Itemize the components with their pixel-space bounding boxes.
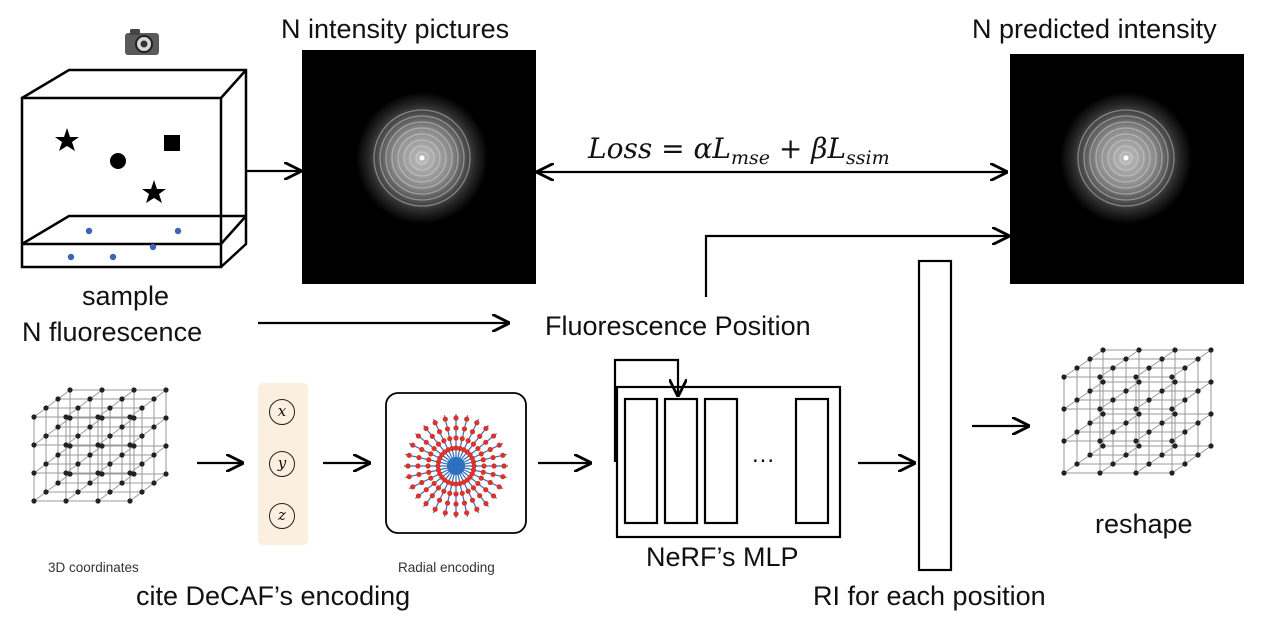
radial-encoding-label: Radial encoding xyxy=(398,560,495,575)
x-variable: x xyxy=(269,399,295,425)
mlp-layer xyxy=(663,397,699,525)
z-variable: z xyxy=(269,503,295,529)
predicted-intensity-label: N predicted intensity xyxy=(972,14,1217,44)
decaf-encoding-label: cite DeCAF’s encoding xyxy=(136,581,411,611)
ri-each-position-label: RI for each position xyxy=(813,581,1046,611)
star-shape xyxy=(142,180,166,203)
xyz-encoding-panel: x y z xyxy=(258,383,308,545)
intensity-image xyxy=(302,50,536,284)
mlp-layer xyxy=(794,397,830,525)
arrow-position-to-predicted xyxy=(704,236,1008,297)
predicted-intensity-image xyxy=(1010,54,1244,284)
sample-label: sample xyxy=(82,281,170,311)
ri-column xyxy=(917,259,953,572)
mlp-layer xyxy=(703,397,739,525)
mlp-block xyxy=(615,385,842,539)
sample-box xyxy=(20,68,248,269)
nerf-mlp-label: NeRF’s MLP xyxy=(646,542,799,572)
loss-equation: Loss = αLmse + βLssim xyxy=(588,132,890,169)
n-fluorescence-label: N fluorescence xyxy=(22,317,203,347)
square-shape xyxy=(164,135,180,151)
reshape-label: reshape xyxy=(1095,509,1193,539)
radial-encoding-box xyxy=(385,392,527,534)
3d-coordinates-label: 3D coordinates xyxy=(48,560,139,575)
y-variable: y xyxy=(269,451,295,477)
fluorophore-dots xyxy=(67,227,182,261)
mlp-layer xyxy=(623,397,659,525)
sample-objects xyxy=(55,128,180,203)
mlp-ellipsis: ... xyxy=(752,441,776,468)
star-shape xyxy=(55,128,79,151)
intensity-pictures-label: N intensity pictures xyxy=(281,14,510,44)
3d-coordinate-grid xyxy=(31,387,169,504)
fluorescence-position-label: Fluorescence Position xyxy=(545,311,811,341)
circle-shape xyxy=(110,153,126,169)
mlp-skip-connection xyxy=(613,358,678,462)
reshaped-grid xyxy=(1061,347,1214,476)
camera-icon xyxy=(125,29,159,55)
